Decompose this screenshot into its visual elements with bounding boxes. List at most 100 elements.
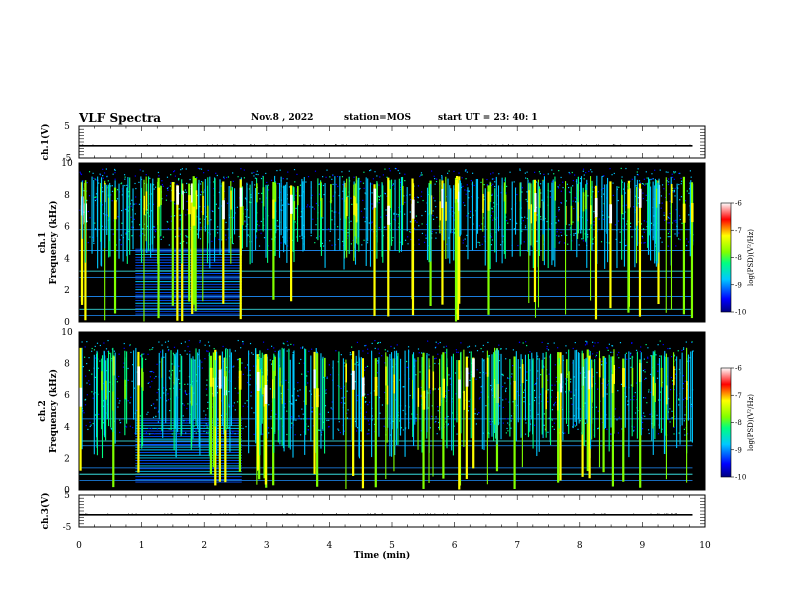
ch2-spectrogram-pixel [149, 349, 151, 351]
ch2-spectrogram-pixel [103, 342, 105, 344]
ch2-spectrogram-pixel [156, 399, 158, 401]
ch1-spectrogram-pixel [503, 179, 506, 181]
ch1-spectrogram-pixel [624, 225, 626, 227]
ch1-spectrogram-pixel [675, 209, 677, 211]
ch1-spectrogram-streak [97, 176, 99, 269]
ch1-spectrogram-streak-core [487, 191, 491, 211]
ch1-spectrogram-streak [84, 187, 86, 263]
ch2-spectrogram-pixel [280, 398, 282, 400]
ch1-spectrogram-pixel [260, 220, 262, 223]
ch2-spectrogram-pixel [167, 393, 169, 395]
ch1-spectrogram-pixel [363, 187, 365, 189]
ch2-spectrogram-pixel [199, 340, 201, 342]
ch2-spectrogram-pixel [509, 383, 512, 385]
ch1-spectrogram-pixel [680, 180, 683, 182]
ch2-spectrogram-streak [568, 349, 570, 434]
ch1-spectrogram-pixel [671, 176, 674, 178]
ch2-spectrogram-streak-core [274, 356, 276, 376]
ch2-spectrogram-pixel [574, 425, 576, 427]
ch2-spectrogram-pixel [595, 406, 598, 408]
ch1-spectrogram-streak [606, 177, 609, 263]
ch1-spectrogram-pixel [674, 233, 676, 235]
ch2-spectrogram-streak [374, 358, 377, 488]
ch2-spectrogram-pixel [564, 432, 566, 434]
ch1-spectrogram-pixel [667, 216, 669, 218]
ch2-spectrogram-streak [557, 352, 560, 483]
ch2-spectrogram-pixel [151, 370, 153, 373]
ch1-spectrogram-streak [400, 177, 402, 252]
ch2-spectrogram-pixel [634, 391, 636, 394]
ch1-spectrogram-streak [382, 185, 384, 263]
ch1-spectrogram-pixel [597, 191, 599, 193]
ch1-spectrogram-pixel [100, 174, 102, 176]
ch2-spectrogram-streak-core [264, 384, 268, 404]
ch2-spectrogram-pixel [692, 350, 694, 352]
panel-2-ytick-label-5: 10 [61, 328, 73, 338]
ch2-spectrogram-streak [165, 353, 167, 424]
ch1-spectrogram-pixel [385, 226, 387, 228]
ch1-spectrogram-streak [649, 178, 651, 236]
ch1-spectrogram-pixel [138, 203, 141, 205]
ch2-spectrogram-pixel [127, 379, 129, 381]
ch2-spectrogram-pixel [108, 352, 110, 354]
ch1-spectrogram-streak [634, 176, 636, 268]
ch2-spectrogram-pixel [94, 345, 96, 348]
ch2-spectrogram-pixel [536, 377, 539, 379]
ch2-spectrogram-pixel [159, 431, 161, 433]
ch2-spectrogram-pixel [129, 402, 131, 404]
ch2-spectrogram-pixel [485, 372, 487, 374]
ch2-spectrogram-pixel [646, 361, 648, 363]
ch1-spectrogram-pixel [384, 168, 386, 170]
ch1-spectrogram-streak [670, 184, 673, 310]
ch1-spectrogram-pixel [572, 200, 574, 202]
ch2-spectrogram-pixel [253, 412, 255, 414]
ch2-spectrogram-pixel [506, 377, 509, 379]
ch2-spectrogram-pixel [153, 403, 155, 405]
ch1-spectrogram-pixel [110, 194, 112, 196]
ch2-spectrogram-pixel [367, 352, 369, 354]
ch2-spectrogram-streak-core [442, 378, 445, 398]
ch1-spectrogram-pixel [314, 170, 317, 172]
ch1-spectrogram-pixel [271, 238, 273, 240]
ch2-spectrogram-pixel [295, 419, 297, 421]
ch1-spectrogram-pixel [153, 236, 156, 238]
ch2-spectrogram-streak [481, 358, 483, 450]
ch1-spectrogram-pixel [526, 200, 528, 202]
ch2-spectrogram-pixel [203, 425, 205, 428]
ch1-spectrogram-streak [197, 183, 200, 239]
ch2-spectrogram-pixel [511, 373, 513, 375]
ch2-spectrogram-pixel [271, 410, 273, 412]
ch1-spectrogram-streak-core [530, 204, 533, 224]
panel-3-ytick-label-1: -5 [63, 523, 72, 533]
ch2-spectrogram-streak-core [673, 366, 675, 386]
ch2-spectrogram-streak [491, 354, 493, 437]
ch2-spectrogram-pixel [597, 388, 599, 390]
ch2-spectrogram-pixel [274, 350, 276, 353]
ch2-spectrogram-streak-core [558, 364, 561, 384]
ch2-spectrogram-pixel [482, 344, 484, 347]
ch1-spectrogram-pixel [318, 183, 320, 185]
ch1-spectrogram-pixel [322, 245, 325, 247]
ch1-spectrogram-pixel [507, 222, 509, 224]
ch1-spectrogram-pixel [378, 199, 380, 201]
ch1-spectrogram-pixel [215, 172, 217, 174]
ch2-spectrogram-pixel [206, 384, 208, 386]
ch1-spectrogram-pixel [244, 221, 246, 223]
ch1-spectrogram-pixel [382, 174, 384, 176]
ch2-spectrogram-pixel [249, 378, 252, 380]
ch2-spectrogram-streak-core [361, 377, 365, 397]
ch2-spectrogram-streak-core [541, 368, 544, 388]
ch1-spectrogram-pixel [417, 185, 420, 187]
ch2-spectrogram-pixel [91, 391, 93, 393]
ch2-spectrogram-pixel [505, 387, 507, 390]
ch2-spectrogram-pixel [504, 382, 506, 384]
ch2-spectrogram-streak-core [465, 367, 469, 387]
ch2-spectrogram-pixel [447, 423, 449, 425]
ch1-spectrogram-streak [346, 178, 348, 258]
ch1-spectrogram-pixel [613, 172, 615, 175]
ch1-spectrogram-pixel [139, 235, 141, 237]
ch2-spectrogram-pixel [467, 356, 469, 358]
ch2-spectrogram-streak [665, 353, 667, 480]
ch1-spectrogram-pixel [477, 241, 479, 243]
